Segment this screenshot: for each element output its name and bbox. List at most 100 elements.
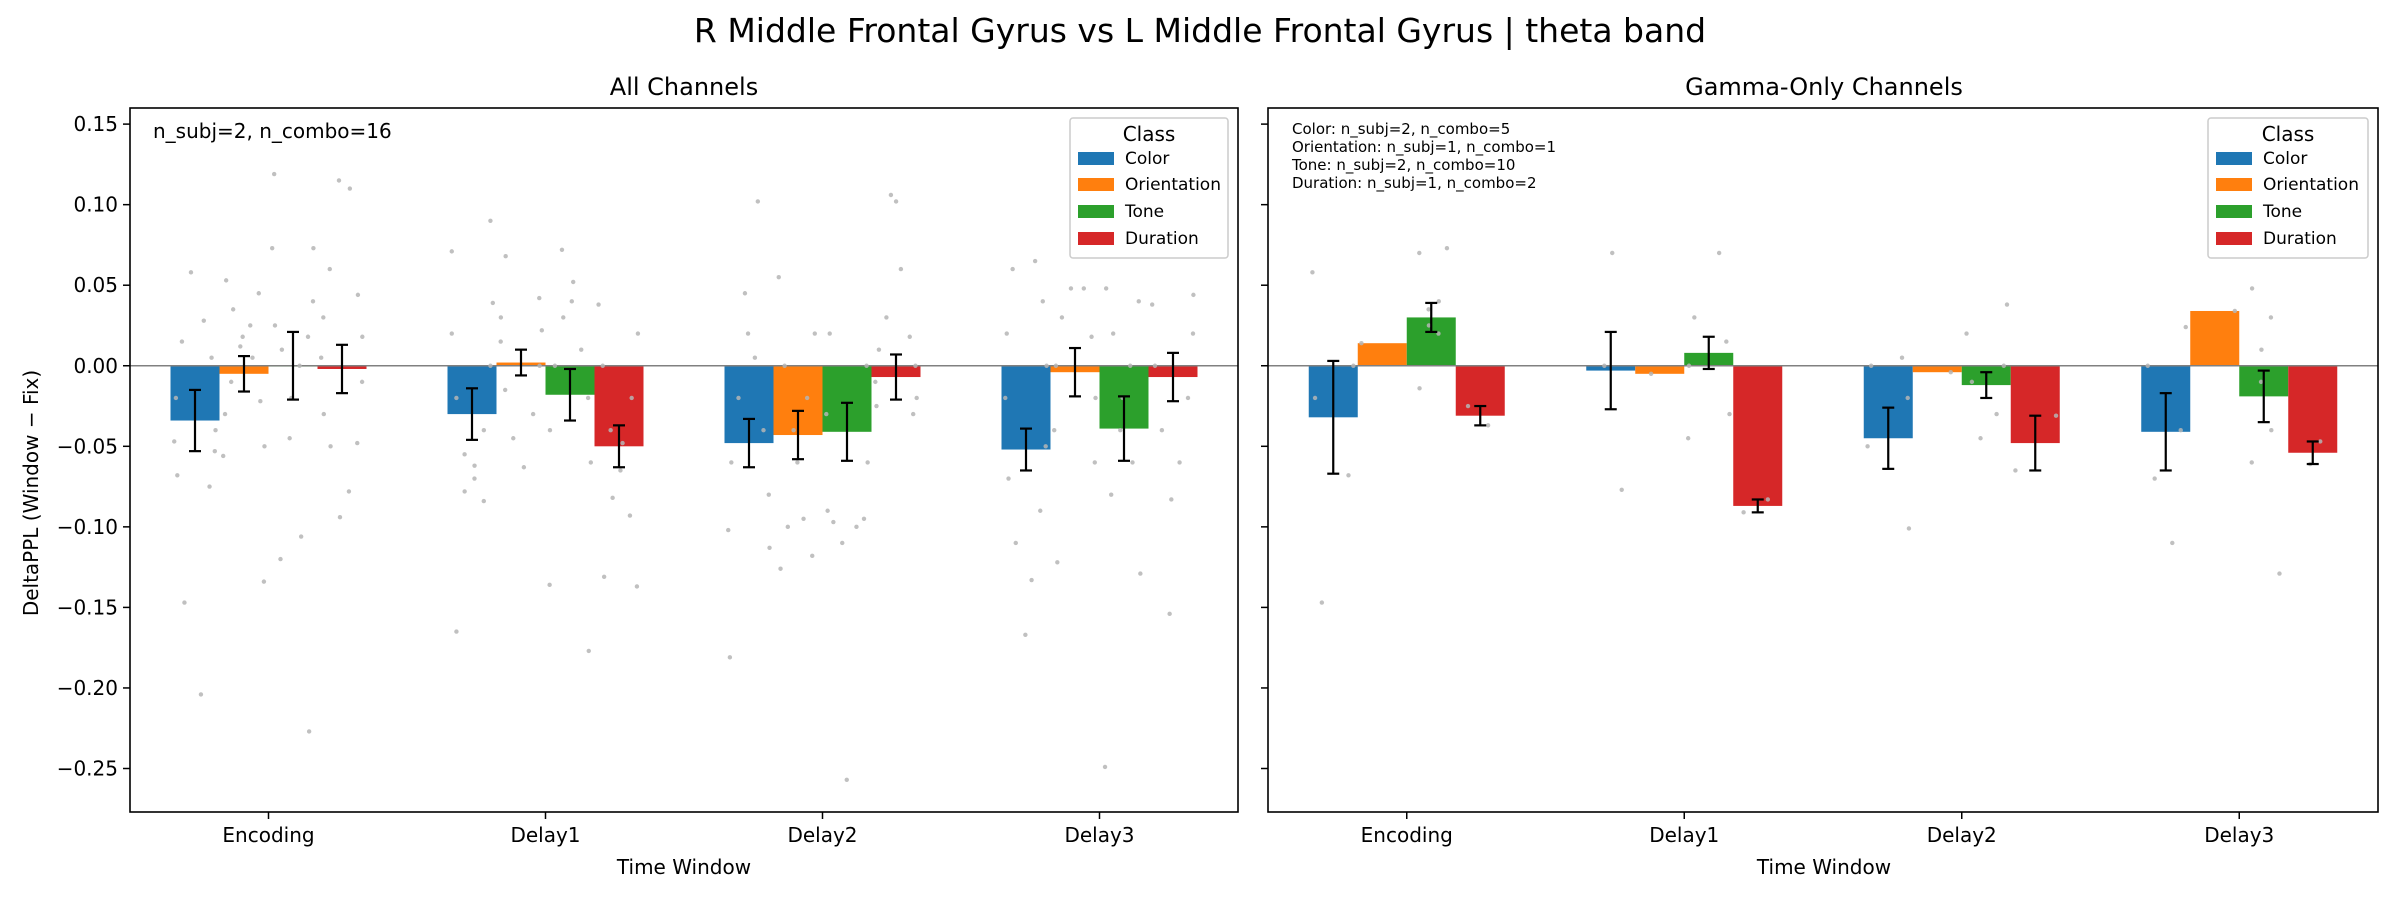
error-bar-tone-delay3 bbox=[2257, 369, 2270, 424]
data-point bbox=[488, 218, 493, 223]
data-point bbox=[454, 395, 459, 401]
data-point bbox=[472, 476, 477, 481]
data-point bbox=[561, 315, 566, 320]
data-point bbox=[449, 331, 454, 336]
data-point bbox=[766, 492, 771, 497]
y-tick-label: −0.15 bbox=[57, 595, 118, 619]
data-point bbox=[262, 444, 267, 449]
data-point bbox=[213, 428, 218, 433]
data-point bbox=[861, 516, 867, 521]
error-bar-tone-delay2 bbox=[1980, 371, 1993, 400]
data-point bbox=[1444, 245, 1450, 251]
data-point bbox=[355, 292, 361, 298]
data-point bbox=[1053, 363, 1059, 368]
x-tick-label: Encoding bbox=[222, 823, 314, 847]
error-bar-color-delay3 bbox=[1020, 427, 1032, 472]
data-point bbox=[229, 379, 234, 385]
legend-label-tone: Tone bbox=[2262, 202, 2302, 222]
data-point bbox=[801, 516, 806, 521]
data-point bbox=[745, 331, 751, 336]
data-point bbox=[1169, 497, 1174, 502]
data-point bbox=[2013, 468, 2018, 473]
data-point bbox=[1023, 632, 1028, 637]
data-point bbox=[1602, 363, 1607, 368]
data-point bbox=[726, 527, 731, 533]
legend: Class Color Orientation Tone Duration bbox=[2207, 117, 2369, 259]
bar-duration-delay3 bbox=[2288, 365, 2338, 453]
data-point bbox=[1004, 331, 1009, 336]
data-point bbox=[271, 171, 277, 177]
data-point bbox=[321, 411, 326, 417]
panel-all-channels: All Channels Time Window n_subj=2, n_com… bbox=[57, 73, 1239, 879]
data-point bbox=[1906, 526, 1912, 531]
error-bar-duration-delay1 bbox=[613, 424, 625, 469]
data-point bbox=[172, 439, 177, 444]
data-point bbox=[1865, 444, 1870, 449]
data-point bbox=[1868, 363, 1874, 368]
legend-title: Class bbox=[2262, 122, 2315, 146]
error-bar-color-delay3 bbox=[2159, 392, 2172, 472]
data-point bbox=[876, 347, 882, 352]
data-point bbox=[1948, 370, 1953, 375]
data-point bbox=[355, 440, 360, 446]
data-point bbox=[1052, 428, 1057, 433]
y-tick-label: 0.05 bbox=[73, 273, 118, 297]
data-point bbox=[2318, 439, 2323, 444]
data-point bbox=[840, 540, 845, 546]
error-bar-color-delay1 bbox=[1604, 330, 1617, 411]
data-point bbox=[1765, 497, 1771, 502]
x-tick-label: Delay2 bbox=[1927, 823, 1997, 847]
legend-label-tone: Tone bbox=[1124, 202, 1164, 222]
data-point bbox=[221, 453, 226, 459]
error-bar-tone-delay3 bbox=[1118, 395, 1130, 462]
bar-duration-delay1 bbox=[1733, 365, 1783, 506]
data-point bbox=[571, 279, 576, 285]
data-point bbox=[1692, 315, 1697, 320]
data-point bbox=[831, 519, 836, 525]
data-point bbox=[552, 363, 558, 368]
data-point bbox=[173, 395, 179, 401]
data-point bbox=[256, 291, 261, 296]
data-point bbox=[250, 355, 255, 360]
error-bar-duration-delay3 bbox=[1167, 351, 1179, 403]
data-point bbox=[310, 299, 316, 304]
bar-orientation-delay1 bbox=[1635, 365, 1685, 374]
data-point bbox=[629, 395, 634, 401]
legend-label-color: Color bbox=[2263, 149, 2307, 169]
data-point bbox=[1128, 363, 1133, 368]
data-point bbox=[2258, 379, 2264, 385]
annotation-line: Color: n_subj=2, n_combo=5 bbox=[1292, 120, 1510, 139]
data-point bbox=[498, 339, 503, 344]
error-bar-tone-delay1 bbox=[1702, 335, 1715, 371]
data-point bbox=[1346, 473, 1351, 478]
data-point bbox=[1426, 307, 1431, 312]
data-point bbox=[481, 428, 487, 433]
data-point bbox=[888, 192, 894, 198]
data-point bbox=[1190, 331, 1196, 336]
data-point bbox=[346, 489, 352, 494]
data-point bbox=[1103, 286, 1109, 291]
data-point bbox=[1485, 423, 1491, 428]
data-point bbox=[305, 334, 311, 339]
data-point bbox=[884, 315, 889, 320]
data-point bbox=[537, 295, 542, 301]
data-point bbox=[865, 460, 870, 465]
data-point bbox=[1093, 395, 1098, 401]
data-point bbox=[1351, 363, 1356, 368]
x-axis-label: Time Window bbox=[1756, 855, 1891, 879]
data-point bbox=[1685, 436, 1691, 441]
data-point bbox=[498, 315, 504, 320]
data-point bbox=[198, 692, 204, 697]
data-point bbox=[1032, 258, 1038, 264]
data-point bbox=[1089, 334, 1094, 339]
x-tick-label: Delay3 bbox=[2204, 823, 2274, 847]
data-point bbox=[1426, 323, 1432, 328]
annotation-line: Orientation: n_subj=1, n_combo=1 bbox=[1292, 138, 1556, 157]
legend-swatch-duration bbox=[2216, 232, 2252, 245]
data-point bbox=[1312, 395, 1318, 401]
data-point bbox=[898, 266, 904, 272]
data-point bbox=[1994, 411, 1999, 417]
annotation-line: n_subj=2, n_combo=16 bbox=[153, 119, 392, 143]
data-point bbox=[586, 648, 591, 654]
data-point bbox=[618, 468, 623, 473]
